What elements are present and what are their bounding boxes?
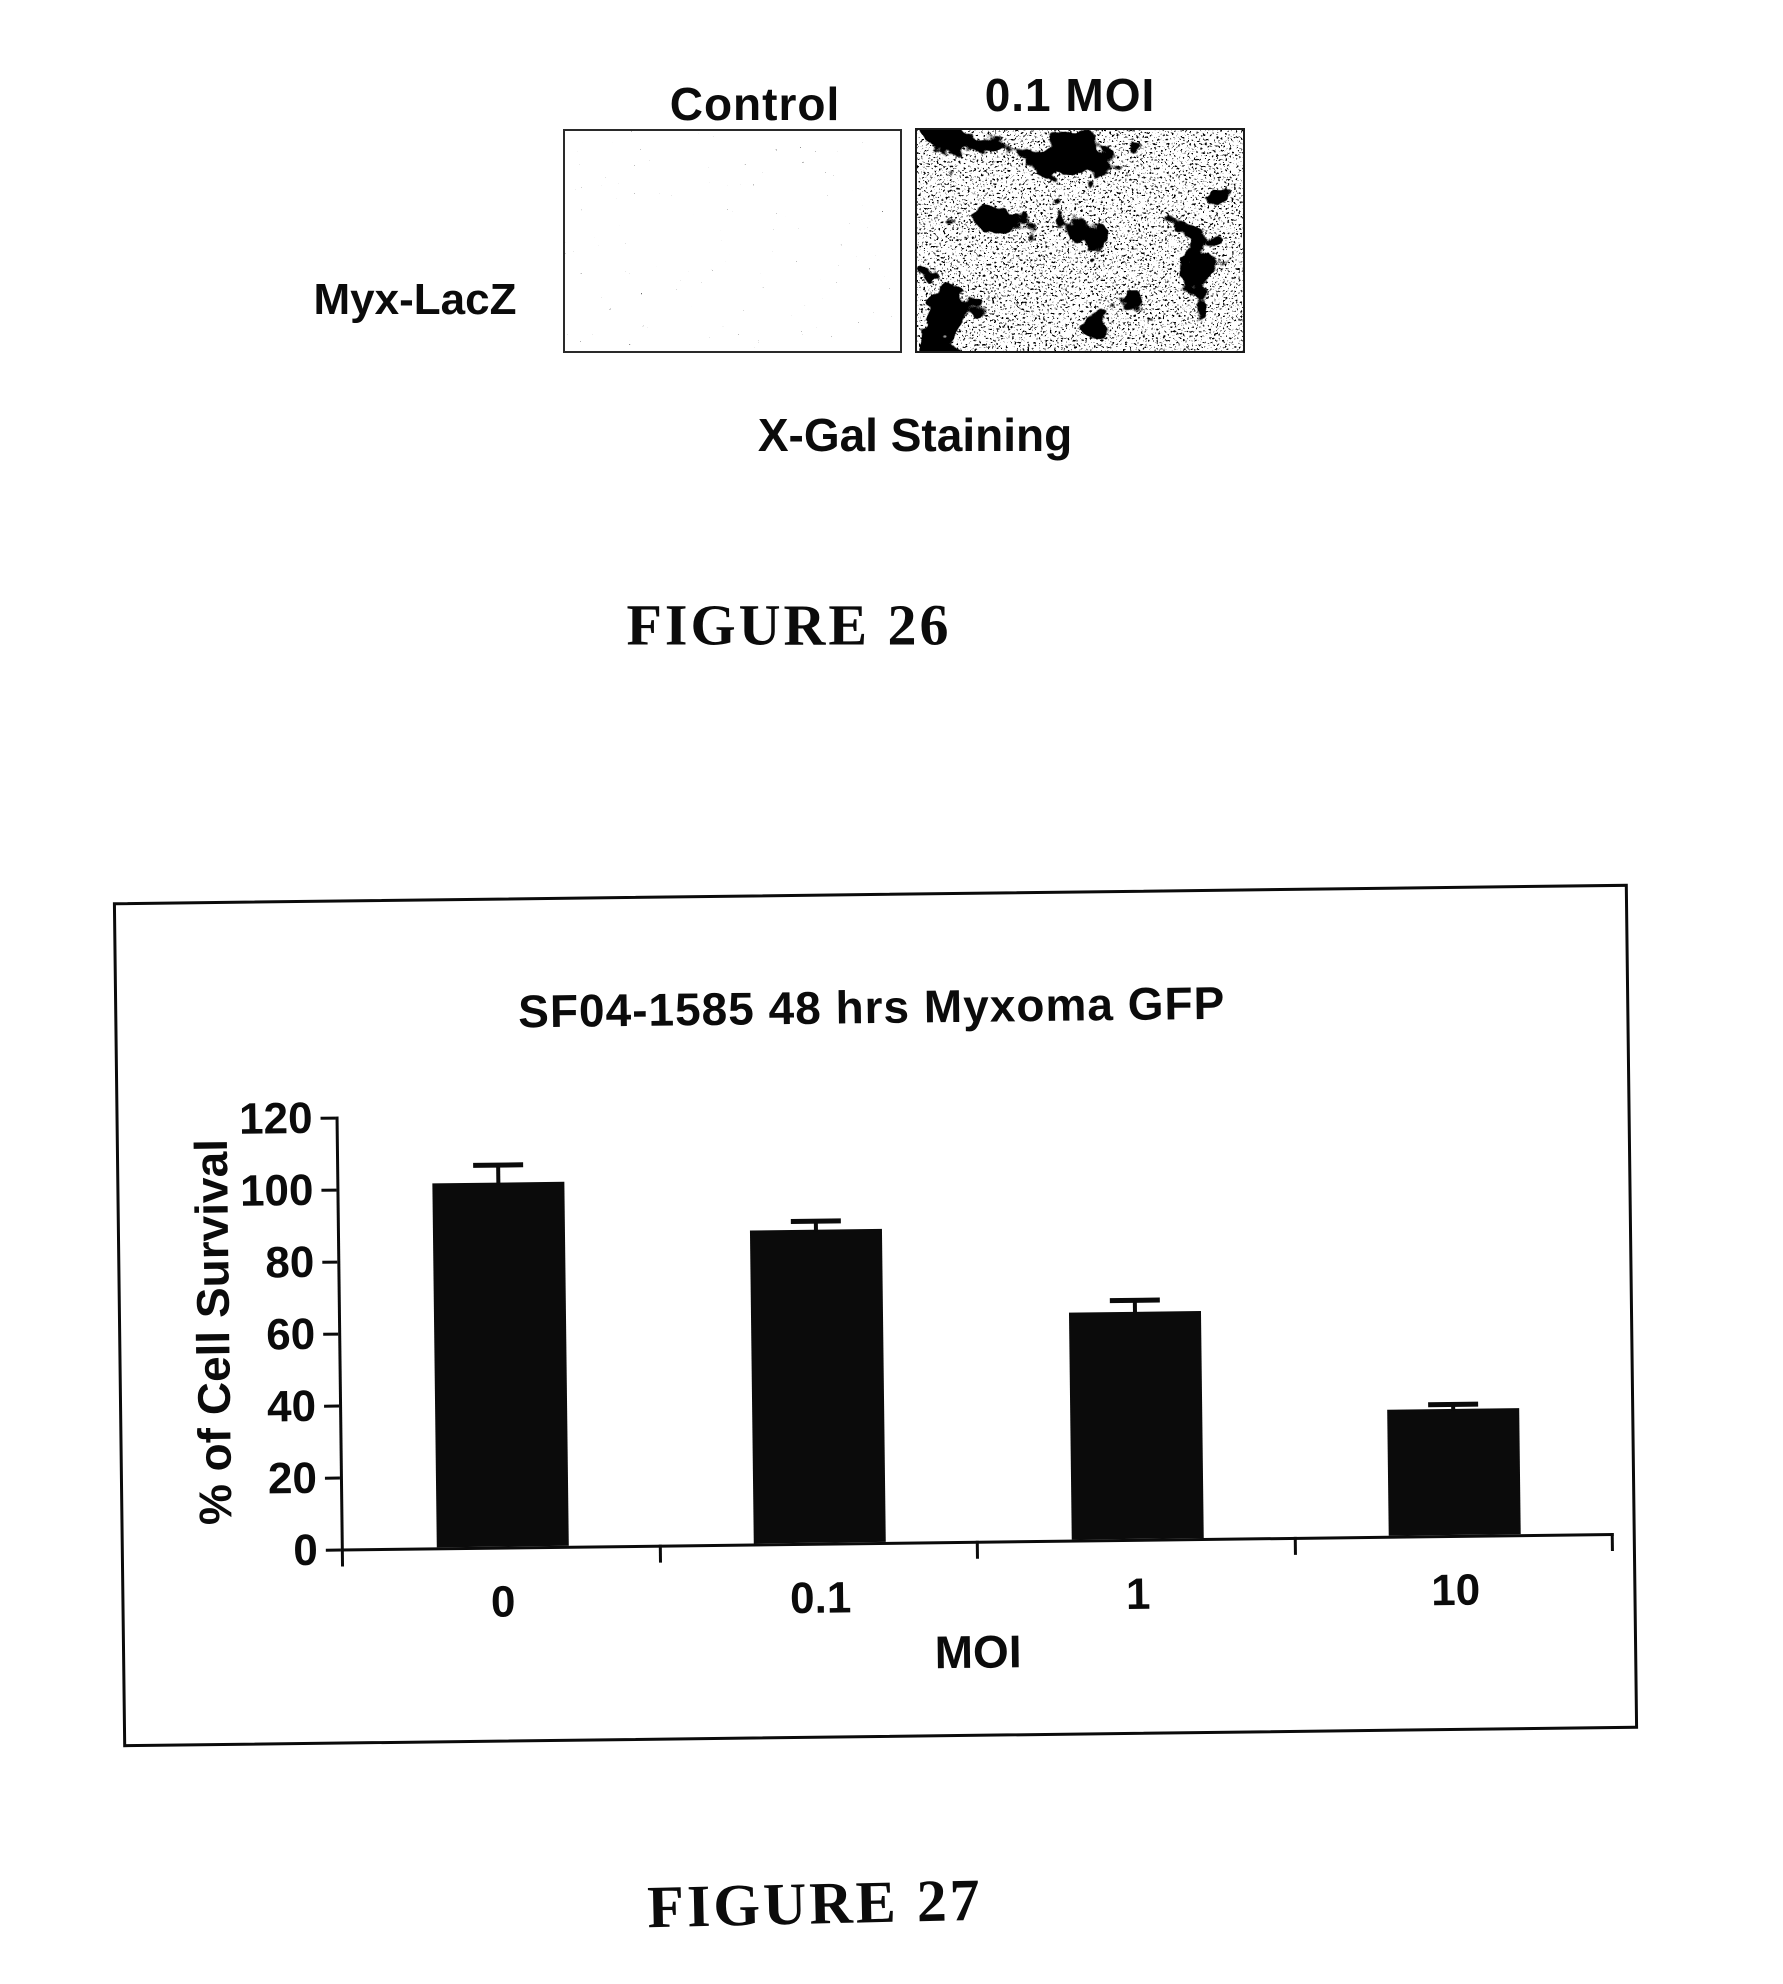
x-category-label: 0.1 <box>789 1573 852 1624</box>
control-panel-label: Control <box>669 78 841 130</box>
figure-26-label: FIGURE 26 <box>626 592 952 658</box>
bar <box>1068 1311 1204 1540</box>
y-tick <box>320 1116 336 1120</box>
x-tick <box>1293 1536 1297 1555</box>
y-tick <box>323 1332 339 1336</box>
y-tick <box>321 1188 337 1192</box>
x-category-label: 0 <box>490 1577 516 1627</box>
error-bar-cap <box>472 1162 523 1169</box>
error-bar-cap <box>1109 1297 1160 1303</box>
xgal-sparse-stain-texture <box>565 131 900 351</box>
y-tick <box>322 1260 338 1264</box>
moi-panel-label: 0.1 MOI <box>984 69 1156 121</box>
control-micrograph <box>563 129 902 353</box>
row-label-myx-lacz: Myx-LacZ <box>313 275 517 324</box>
y-tick-label: 120 <box>238 1093 313 1144</box>
y-tick <box>325 1548 341 1552</box>
y-tick <box>324 1476 340 1480</box>
figure-27-label: FIGURE 27 <box>646 1866 984 1941</box>
x-tick <box>340 1548 345 1567</box>
y-tick-label: 0 <box>293 1525 319 1576</box>
bar <box>432 1182 569 1548</box>
y-tick-label: 80 <box>265 1237 315 1288</box>
error-bar-cap <box>791 1218 842 1224</box>
x-tick <box>1610 1532 1614 1552</box>
y-tick <box>324 1404 340 1408</box>
moi-micrograph <box>915 128 1245 353</box>
bar <box>1387 1408 1521 1536</box>
y-tick-label: 100 <box>239 1165 314 1216</box>
y-tick-label: 20 <box>267 1453 318 1504</box>
x-category-label: 1 <box>1125 1569 1151 1619</box>
plot-area: 0 20 40 60 80 100 120 0 0.1 1 10 <box>116 887 1635 1744</box>
chart-frame: SF04-1585 48 hrs Myxoma GFP % of Cell Su… <box>112 883 1639 1748</box>
x-tick <box>975 1540 979 1559</box>
error-bar-cap <box>1428 1401 1479 1407</box>
y-tick-label: 60 <box>265 1309 316 1360</box>
xgal-caption: X-Gal Staining <box>757 409 1073 461</box>
x-category-label: 10 <box>1430 1565 1481 1616</box>
xgal-dense-stain-texture <box>917 130 1243 351</box>
bar <box>750 1228 887 1544</box>
x-tick <box>658 1544 662 1563</box>
y-tick-label: 40 <box>266 1381 317 1432</box>
